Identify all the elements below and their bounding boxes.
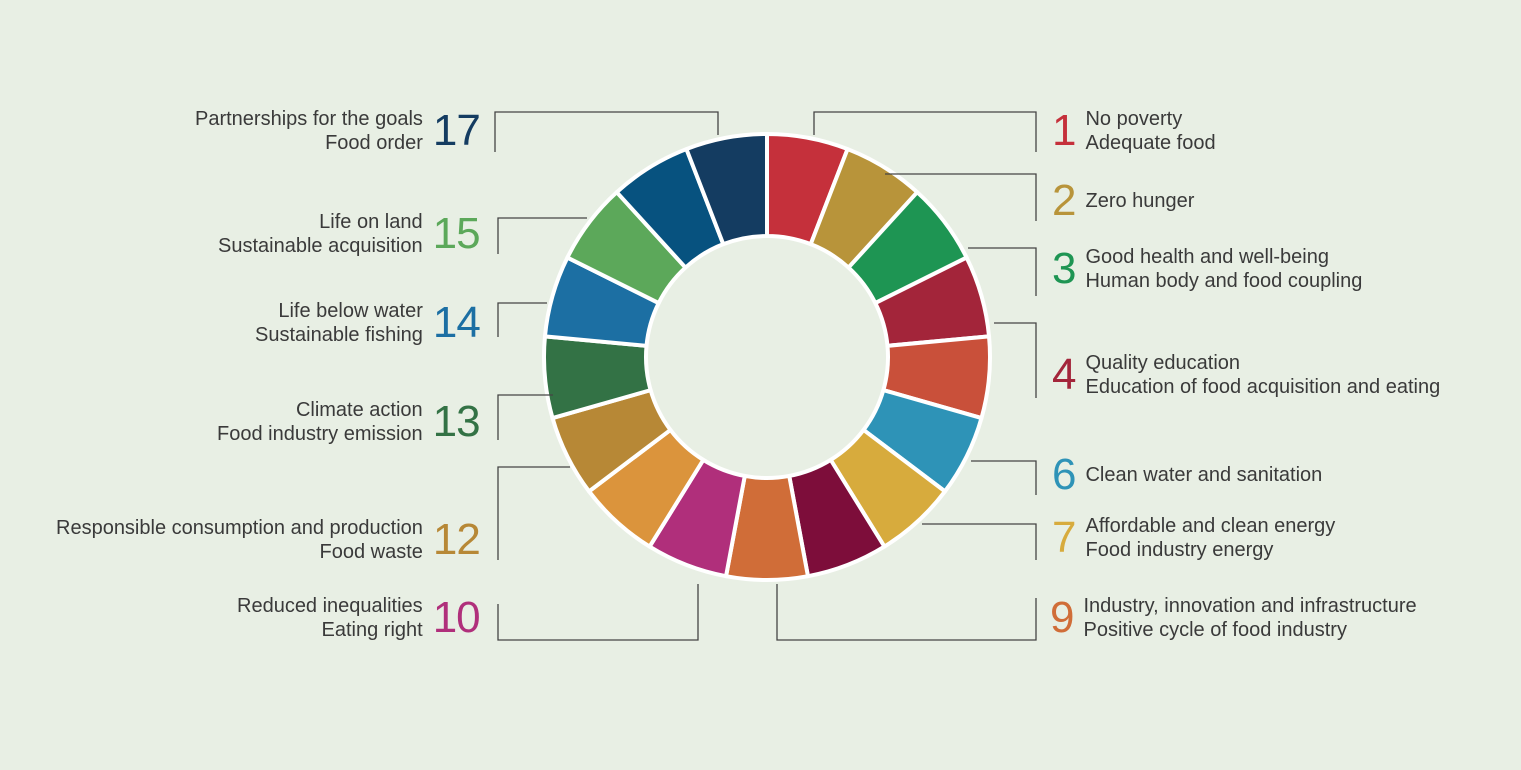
goal-subtitle: Sustainable fishing — [255, 324, 423, 346]
goal-label-1: 1 No poverty Adequate food — [1052, 107, 1216, 155]
goal-number: 9 — [1050, 593, 1075, 642]
goal-title: Zero hunger — [1085, 190, 1195, 212]
wheel-segment-goal-17 — [684, 132, 769, 247]
goal-subtitle: Food industry emission — [217, 423, 423, 445]
goal-title: Reduced inequalities — [237, 595, 423, 617]
goal-subtitle: Food waste — [319, 541, 423, 563]
goal-subtitle: Food industry energy — [1085, 539, 1274, 561]
leader-line-goal-13 — [497, 394, 553, 440]
goal-label-9: 9 Industry, innovation and infrastructure… — [1050, 594, 1417, 642]
goal-label-7: 7 Affordable and clean energy Food industr… — [1052, 514, 1335, 562]
goal-label-12: Responsible consumption and production Fo… — [56, 515, 481, 564]
goal-subtitle: Sustainable acquisition — [218, 235, 423, 257]
goal-text: Life on land Sustainable acquisition — [218, 210, 423, 258]
goal-subtitle: Positive cycle of food industry — [1083, 619, 1347, 641]
goal-text: Reduced inequalities Eating right — [237, 594, 423, 642]
goal-title: Life on land — [319, 211, 423, 233]
goal-label-10: Reduced inequalities Eating right 10 — [237, 593, 481, 642]
goal-label-17: Partnerships for the goals Food order 17 — [195, 106, 481, 155]
goal-subtitle: Eating right — [321, 619, 423, 641]
goal-title: Good health and well-being — [1085, 246, 1329, 268]
goal-number: 2 — [1052, 176, 1077, 225]
goal-number: 10 — [432, 593, 481, 642]
goal-subtitle: Education of food acquisition and eating — [1085, 376, 1441, 398]
leader-line-goal-17 — [494, 111, 719, 152]
goal-text: Clean water and sanitation — [1085, 463, 1322, 487]
goal-label-2: 2 Zero hunger — [1052, 179, 1194, 223]
goal-text: Climate action Food industry emission — [217, 398, 423, 446]
goal-text: No poverty Adequate food — [1085, 107, 1215, 155]
leader-line-goal-6 — [971, 460, 1037, 495]
leader-line-goal-1 — [813, 111, 1037, 152]
goal-label-4: 4 Quality education Education of food acqu… — [1052, 351, 1440, 399]
goal-label-14: Life below water Sustainable fishing 14 — [255, 298, 481, 347]
goal-label-6: 6 Clean water and sanitation — [1052, 453, 1322, 497]
goal-label-3: 3 Good health and well-being Human body an… — [1052, 245, 1362, 293]
goal-number: 7 — [1052, 513, 1077, 562]
goal-number: 14 — [432, 298, 481, 347]
goal-text: Affordable and clean energy Food industry… — [1085, 514, 1335, 562]
goal-title: Responsible consumption and production — [56, 517, 423, 539]
leader-line-goal-15 — [497, 217, 587, 254]
goal-text: Zero hunger — [1085, 189, 1194, 213]
goal-number: 17 — [432, 106, 481, 155]
goal-text: Responsible consumption and production Fo… — [56, 516, 423, 564]
goal-text: Industry, innovation and infrastructure P… — [1083, 594, 1416, 642]
goal-title: Quality education — [1085, 352, 1241, 374]
goal-title: Climate action — [295, 399, 423, 421]
leader-line-goal-14 — [497, 302, 547, 337]
goal-title: Affordable and clean energy — [1085, 515, 1336, 537]
leader-line-goal-2 — [885, 173, 1037, 221]
goal-title: Industry, innovation and infrastructure — [1083, 595, 1417, 617]
leader-line-goal-7 — [922, 523, 1037, 560]
leader-line-goal-10 — [497, 584, 699, 641]
goal-number: 4 — [1052, 350, 1077, 399]
goal-text: Quality education Education of food acqui… — [1085, 351, 1440, 399]
goal-subtitle: Adequate food — [1085, 132, 1216, 154]
goal-number: 1 — [1052, 106, 1077, 155]
goal-number: 15 — [432, 209, 481, 258]
goal-title: Clean water and sanitation — [1085, 464, 1323, 486]
goal-number: 6 — [1052, 450, 1077, 499]
goal-title: No poverty — [1085, 108, 1183, 130]
goal-text: Good health and well-being Human body and… — [1085, 245, 1362, 293]
goal-number: 3 — [1052, 244, 1077, 293]
goal-title: Partnerships for the goals — [195, 108, 423, 130]
goal-subtitle: Food order — [325, 132, 423, 154]
goal-number: 12 — [432, 515, 481, 564]
leader-line-goal-4 — [994, 322, 1037, 398]
goal-label-13: Climate action Food industry emission 13 — [217, 397, 481, 446]
goal-label-15: Life on land Sustainable acquisition 15 — [218, 209, 481, 258]
goal-title: Life below water — [278, 300, 423, 322]
goal-number: 13 — [432, 397, 481, 446]
goal-text: Life below water Sustainable fishing — [255, 299, 423, 347]
leader-line-goal-12 — [497, 466, 570, 560]
leader-line-goal-9 — [776, 584, 1037, 641]
goal-text: Partnerships for the goals Food order — [195, 107, 423, 155]
goal-subtitle: Human body and food coupling — [1085, 270, 1363, 292]
leader-line-goal-3 — [968, 247, 1037, 296]
